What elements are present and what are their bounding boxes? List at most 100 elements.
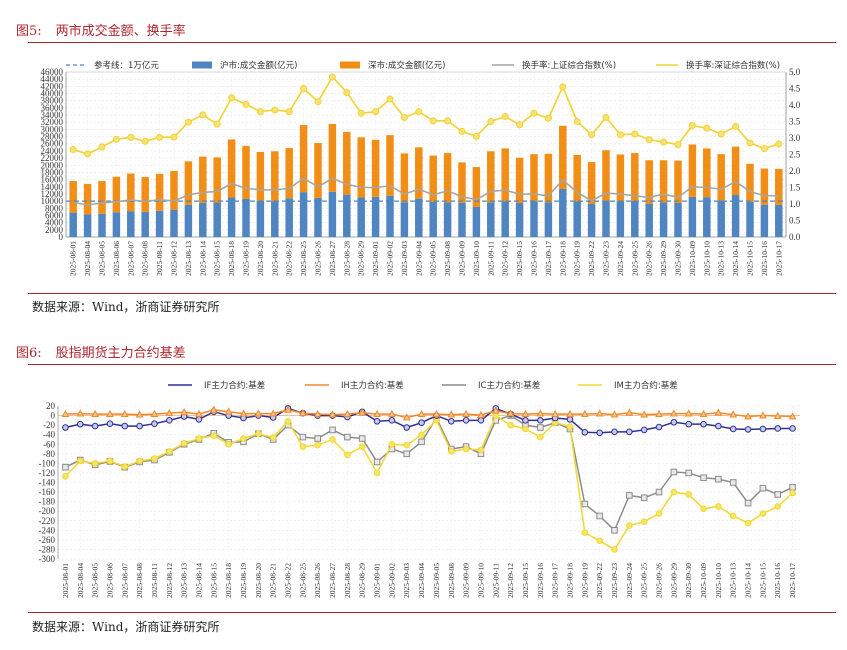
bar-sz — [285, 148, 293, 199]
x-tick-label: 2025-08-13 — [184, 241, 193, 276]
x-tick-label: 2025-09-15 — [521, 563, 530, 598]
bar-sh — [227, 197, 236, 237]
bar-sh — [112, 212, 121, 237]
x-tick-label: 2025-08-21 — [270, 241, 279, 276]
point-ic — [596, 512, 603, 520]
bar-sz — [386, 135, 394, 196]
bar-sz — [299, 125, 308, 193]
point-ic — [670, 468, 678, 476]
point-if — [106, 420, 114, 427]
bar-sh — [199, 202, 207, 237]
point-ih — [655, 409, 663, 418]
y-tick-label: -300 — [39, 554, 56, 564]
point-im — [462, 445, 470, 453]
point-turnover-sz — [674, 141, 682, 149]
point-if — [729, 425, 737, 433]
x-tick-label: 2025-08-01 — [69, 241, 78, 276]
point-if — [121, 422, 129, 430]
x-tick-label: 2025-08-22 — [285, 241, 294, 276]
point-im — [62, 472, 69, 480]
point-im — [195, 435, 203, 442]
point-im — [151, 455, 158, 462]
x-tick-label: 2025-08-19 — [242, 241, 251, 276]
left-tick-label: 34000 — [41, 110, 64, 120]
point-im — [225, 440, 232, 448]
point-ih — [195, 409, 203, 418]
bar-sh — [717, 200, 725, 237]
point-turnover-sz — [285, 108, 293, 116]
bar-sh — [731, 195, 740, 237]
x-tick-label: 2025-08-29 — [357, 241, 366, 276]
right-tick-label: 3.5 — [789, 117, 801, 127]
x-tick-label: 2025-09-10 — [472, 241, 481, 276]
bar-sz — [112, 176, 121, 213]
bar-sh — [69, 212, 77, 237]
bar-sz — [314, 143, 322, 198]
point-im — [91, 460, 99, 467]
bar-sz — [83, 183, 92, 215]
figure6-source-rule — [28, 612, 836, 613]
bar-sh — [645, 203, 653, 237]
x-tick-label: 2025-10-09 — [699, 563, 708, 598]
point-ih — [580, 409, 589, 418]
point-ih — [284, 405, 292, 413]
figure5-number: 图5: — [16, 24, 42, 39]
point-if — [774, 425, 782, 432]
point-turnover-sz — [69, 146, 77, 154]
point-ic — [418, 438, 425, 446]
point-im — [269, 434, 277, 441]
legend-swatch-sh — [192, 61, 212, 69]
x-tick-label: 2025-08-15 — [209, 563, 218, 598]
point-if — [388, 417, 396, 424]
bar-sz — [472, 167, 481, 207]
point-ic — [358, 435, 366, 442]
left-tick-label: 24000 — [41, 146, 64, 156]
left-tick-label: 28000 — [41, 132, 64, 142]
left-tick-label: 44000 — [41, 74, 64, 84]
point-ic — [700, 474, 707, 482]
bar-sh — [688, 196, 697, 237]
point-ih — [521, 409, 530, 418]
bar-sz — [587, 162, 596, 204]
bar-sz — [213, 157, 221, 203]
x-tick-label: 2025-10-14 — [744, 563, 753, 598]
x-tick-label: 2025-09-16 — [536, 563, 545, 598]
point-im — [106, 457, 114, 465]
figure6-source: 数据来源：Wind，浙商证券研究所 — [32, 620, 220, 634]
bar-sz — [400, 153, 409, 203]
point-turnover-sz — [357, 109, 365, 117]
point-if — [744, 426, 752, 433]
x-tick-label: 2025-08-12 — [170, 241, 179, 276]
point-turnover-sz — [472, 132, 480, 140]
point-if — [655, 423, 663, 431]
bar-sz — [530, 154, 538, 202]
point-ih — [254, 409, 263, 417]
point-im — [284, 418, 292, 425]
point-ih — [699, 409, 708, 418]
x-tick-label: 2025-08-11 — [150, 563, 159, 598]
point-im — [403, 441, 411, 449]
x-tick-label: 2025-09-05 — [429, 241, 438, 276]
x-tick-label: 2025-09-17 — [544, 241, 553, 276]
point-turnover-sz — [429, 117, 437, 125]
x-tick-label: 2025-08-05 — [91, 563, 100, 598]
point-im — [329, 436, 336, 443]
bar-sh — [703, 197, 711, 237]
point-ic — [640, 494, 648, 502]
x-tick-label: 2025-08-20 — [256, 241, 265, 276]
bar-sz — [227, 139, 236, 198]
point-turnover-sz — [775, 140, 783, 148]
bar-sz — [98, 181, 106, 214]
point-ih — [684, 409, 693, 417]
bar-sh — [573, 201, 581, 237]
point-turnover-sz — [444, 117, 452, 125]
x-tick-label: 2025-08-12 — [165, 563, 174, 598]
point-im — [685, 491, 693, 498]
point-ih — [120, 409, 129, 418]
bar-sz — [415, 147, 423, 199]
bar-sh — [544, 202, 553, 237]
bar-sh — [631, 200, 639, 237]
bar-sh — [314, 197, 322, 237]
point-turnover-sz — [501, 113, 509, 121]
y-tick-label: -140 — [39, 478, 56, 488]
